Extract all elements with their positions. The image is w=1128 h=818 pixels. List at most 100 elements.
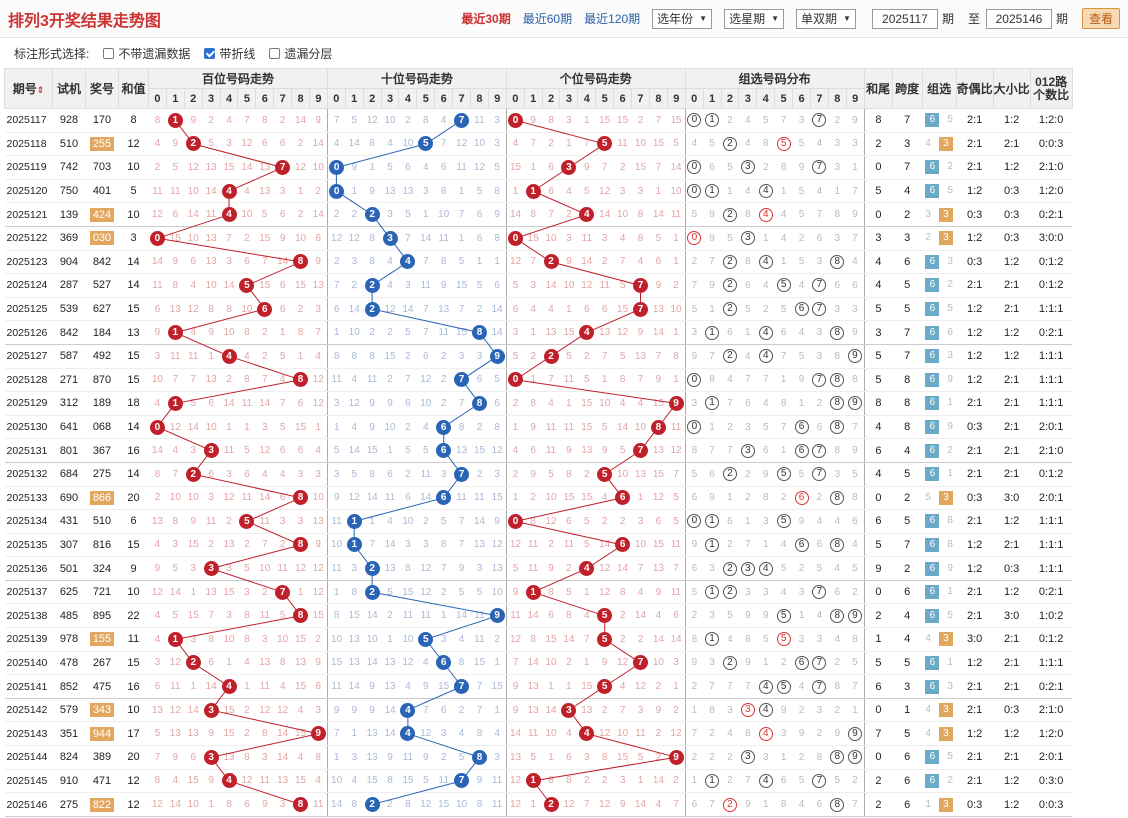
select-odd-even[interactable]: 单双期 ▼ <box>796 8 856 29</box>
option-no-missing[interactable]: 不带遗漏数据 <box>103 45 190 62</box>
col-hezhi: 和值 <box>118 68 149 109</box>
cell-shiji: 501 <box>52 556 86 581</box>
missing-count: 6 <box>595 297 614 322</box>
group-ball: 0 <box>684 415 704 440</box>
cell-012: 1:2:0 <box>1030 179 1073 204</box>
group-ball: 3 <box>738 698 757 723</box>
group-ball-value: 7 <box>812 302 827 317</box>
cell-012: 0:2:1 <box>1030 202 1073 227</box>
cell-hewei: 2 <box>863 132 893 157</box>
missing-count: 13 <box>631 462 650 487</box>
missing-count: 10 <box>148 368 167 393</box>
missing-count: 7 <box>649 155 668 180</box>
checkbox-icon[interactable] <box>269 47 281 59</box>
missing-count: 2 <box>684 603 704 629</box>
table-row: 2025129 312 189 18 4 1 5 6 14 11 14 7 6 12 3 12 9 9 6 10 2 7 8… <box>4 391 1073 416</box>
missing-count: 3 <box>810 344 829 369</box>
missing-count: 11 <box>577 226 596 251</box>
group-ball-value: 8 <box>830 254 845 269</box>
missing-count: 6 <box>381 462 399 487</box>
missing-count: 10 <box>381 415 399 440</box>
option-layer[interactable]: 遗漏分层 <box>269 45 332 62</box>
table-row: 2025146 275 822 12 12 14 10 1 8 6 9 3 8 11 14 8 2 2 8 12 15 1… <box>4 792 1073 817</box>
checkbox-checked-icon[interactable] <box>204 47 216 59</box>
group-ball-value: 8 <box>830 490 845 505</box>
missing-count: 7 <box>846 415 865 440</box>
group-ball: 6 <box>792 415 811 440</box>
missing-count: 10 <box>345 320 364 345</box>
missing-count: 5 <box>505 344 525 369</box>
missing-count: 13 <box>220 745 238 770</box>
missing-count: 6 <box>291 438 310 463</box>
missing-count: 1 <box>291 179 310 204</box>
group-ball-value: 2 <box>722 302 737 317</box>
select-year[interactable]: 选年份 ▼ <box>652 8 713 29</box>
missing-count: 12 <box>273 698 292 723</box>
trend-body: 2025117 928 170 8 8 1 9 2 4 7 8 2 14 9 7 5 12 10 2 8 4 7 11 3 0 9… <box>4 108 1073 817</box>
missing-count: 12 <box>345 486 364 511</box>
missing-count: 10 <box>542 486 560 511</box>
missing-count: 1 <box>505 179 525 204</box>
cell-jianghao: 189 <box>85 391 119 416</box>
missing-count: 9 <box>470 769 489 794</box>
ball-ge: 0 <box>505 509 525 534</box>
missing-count: 6 <box>488 273 507 298</box>
missing-count: 2 <box>273 108 292 133</box>
missing-count: 6 <box>810 226 829 251</box>
missing-count: 1 <box>488 698 507 723</box>
ball-bai-value: 8 <box>293 372 309 388</box>
missing-count: 2 <box>273 533 292 558</box>
missing-count: 11 <box>559 368 578 393</box>
select-week[interactable]: 选星期 ▼ <box>724 8 784 29</box>
group-ball-value: 2 <box>722 561 737 576</box>
group-ball: 1 <box>703 391 721 416</box>
ball-shi: 8 <box>470 745 489 770</box>
missing-count: 1 <box>524 155 543 180</box>
missing-count: 5 <box>925 491 931 503</box>
ball-bai-value: 8 <box>293 254 309 270</box>
missing-count: 1 <box>505 486 525 511</box>
group-ball-value: 5 <box>776 632 791 647</box>
missing-count: 5 <box>667 132 686 157</box>
col-issue[interactable]: 期号⇕ <box>4 68 53 109</box>
missing-count: 15 <box>220 721 238 747</box>
missing-count: 8 <box>756 486 775 511</box>
missing-count: 4 <box>810 603 829 629</box>
trend-table: 期号⇕ 试机 奖号 和值 百位号码走势 十位号码走势 个位号码走势 组选号码分布… <box>4 68 1073 817</box>
missing-count: 6 <box>577 297 596 322</box>
link-recent-30[interactable]: 最近30期 <box>461 12 511 26</box>
missing-count: 14 <box>363 486 382 511</box>
option-line[interactable]: 带折线 <box>204 45 255 62</box>
col-issue-label: 期号 <box>12 82 37 96</box>
checkbox-icon[interactable] <box>103 47 115 59</box>
cell-issue: 2025132 <box>4 462 53 487</box>
missing-count: 2 <box>291 132 310 157</box>
view-button[interactable]: 查看 <box>1081 8 1120 29</box>
ball-ge-value: 8 <box>650 419 666 435</box>
link-recent-120[interactable]: 最近120期 <box>584 12 641 26</box>
ball-ge-value: 7 <box>632 277 648 293</box>
link-recent-60[interactable]: 最近60期 <box>522 12 573 26</box>
missing-count: 6 <box>434 155 453 180</box>
from-issue-input[interactable]: 2025117 <box>871 8 938 29</box>
missing-count: 6 <box>846 509 865 534</box>
missing-count: 13 <box>398 179 417 204</box>
missing-count: 8 <box>309 745 328 770</box>
missing-count: 12 <box>381 297 399 322</box>
cell-shiji: 139 <box>52 202 86 227</box>
ball-shi: 9 <box>488 603 507 629</box>
group-ball: 5 <box>774 273 793 298</box>
missing-count: 15 <box>559 486 578 511</box>
missing-count: 1 <box>792 391 811 416</box>
to-issue-input[interactable]: 2025146 <box>985 8 1052 29</box>
cell-issue: 2025125 <box>4 297 53 322</box>
ball-ge: 7 <box>631 297 650 322</box>
missing-count: 1 <box>345 179 364 204</box>
group-ball-value: 3 <box>740 750 755 765</box>
missing-count: 2 <box>237 698 256 723</box>
missing-count: 13 <box>649 556 668 581</box>
cell-012: 0:1:2 <box>1030 250 1073 275</box>
group-ball-value: 9 <box>847 750 862 765</box>
missing-count: 4 <box>273 368 292 393</box>
